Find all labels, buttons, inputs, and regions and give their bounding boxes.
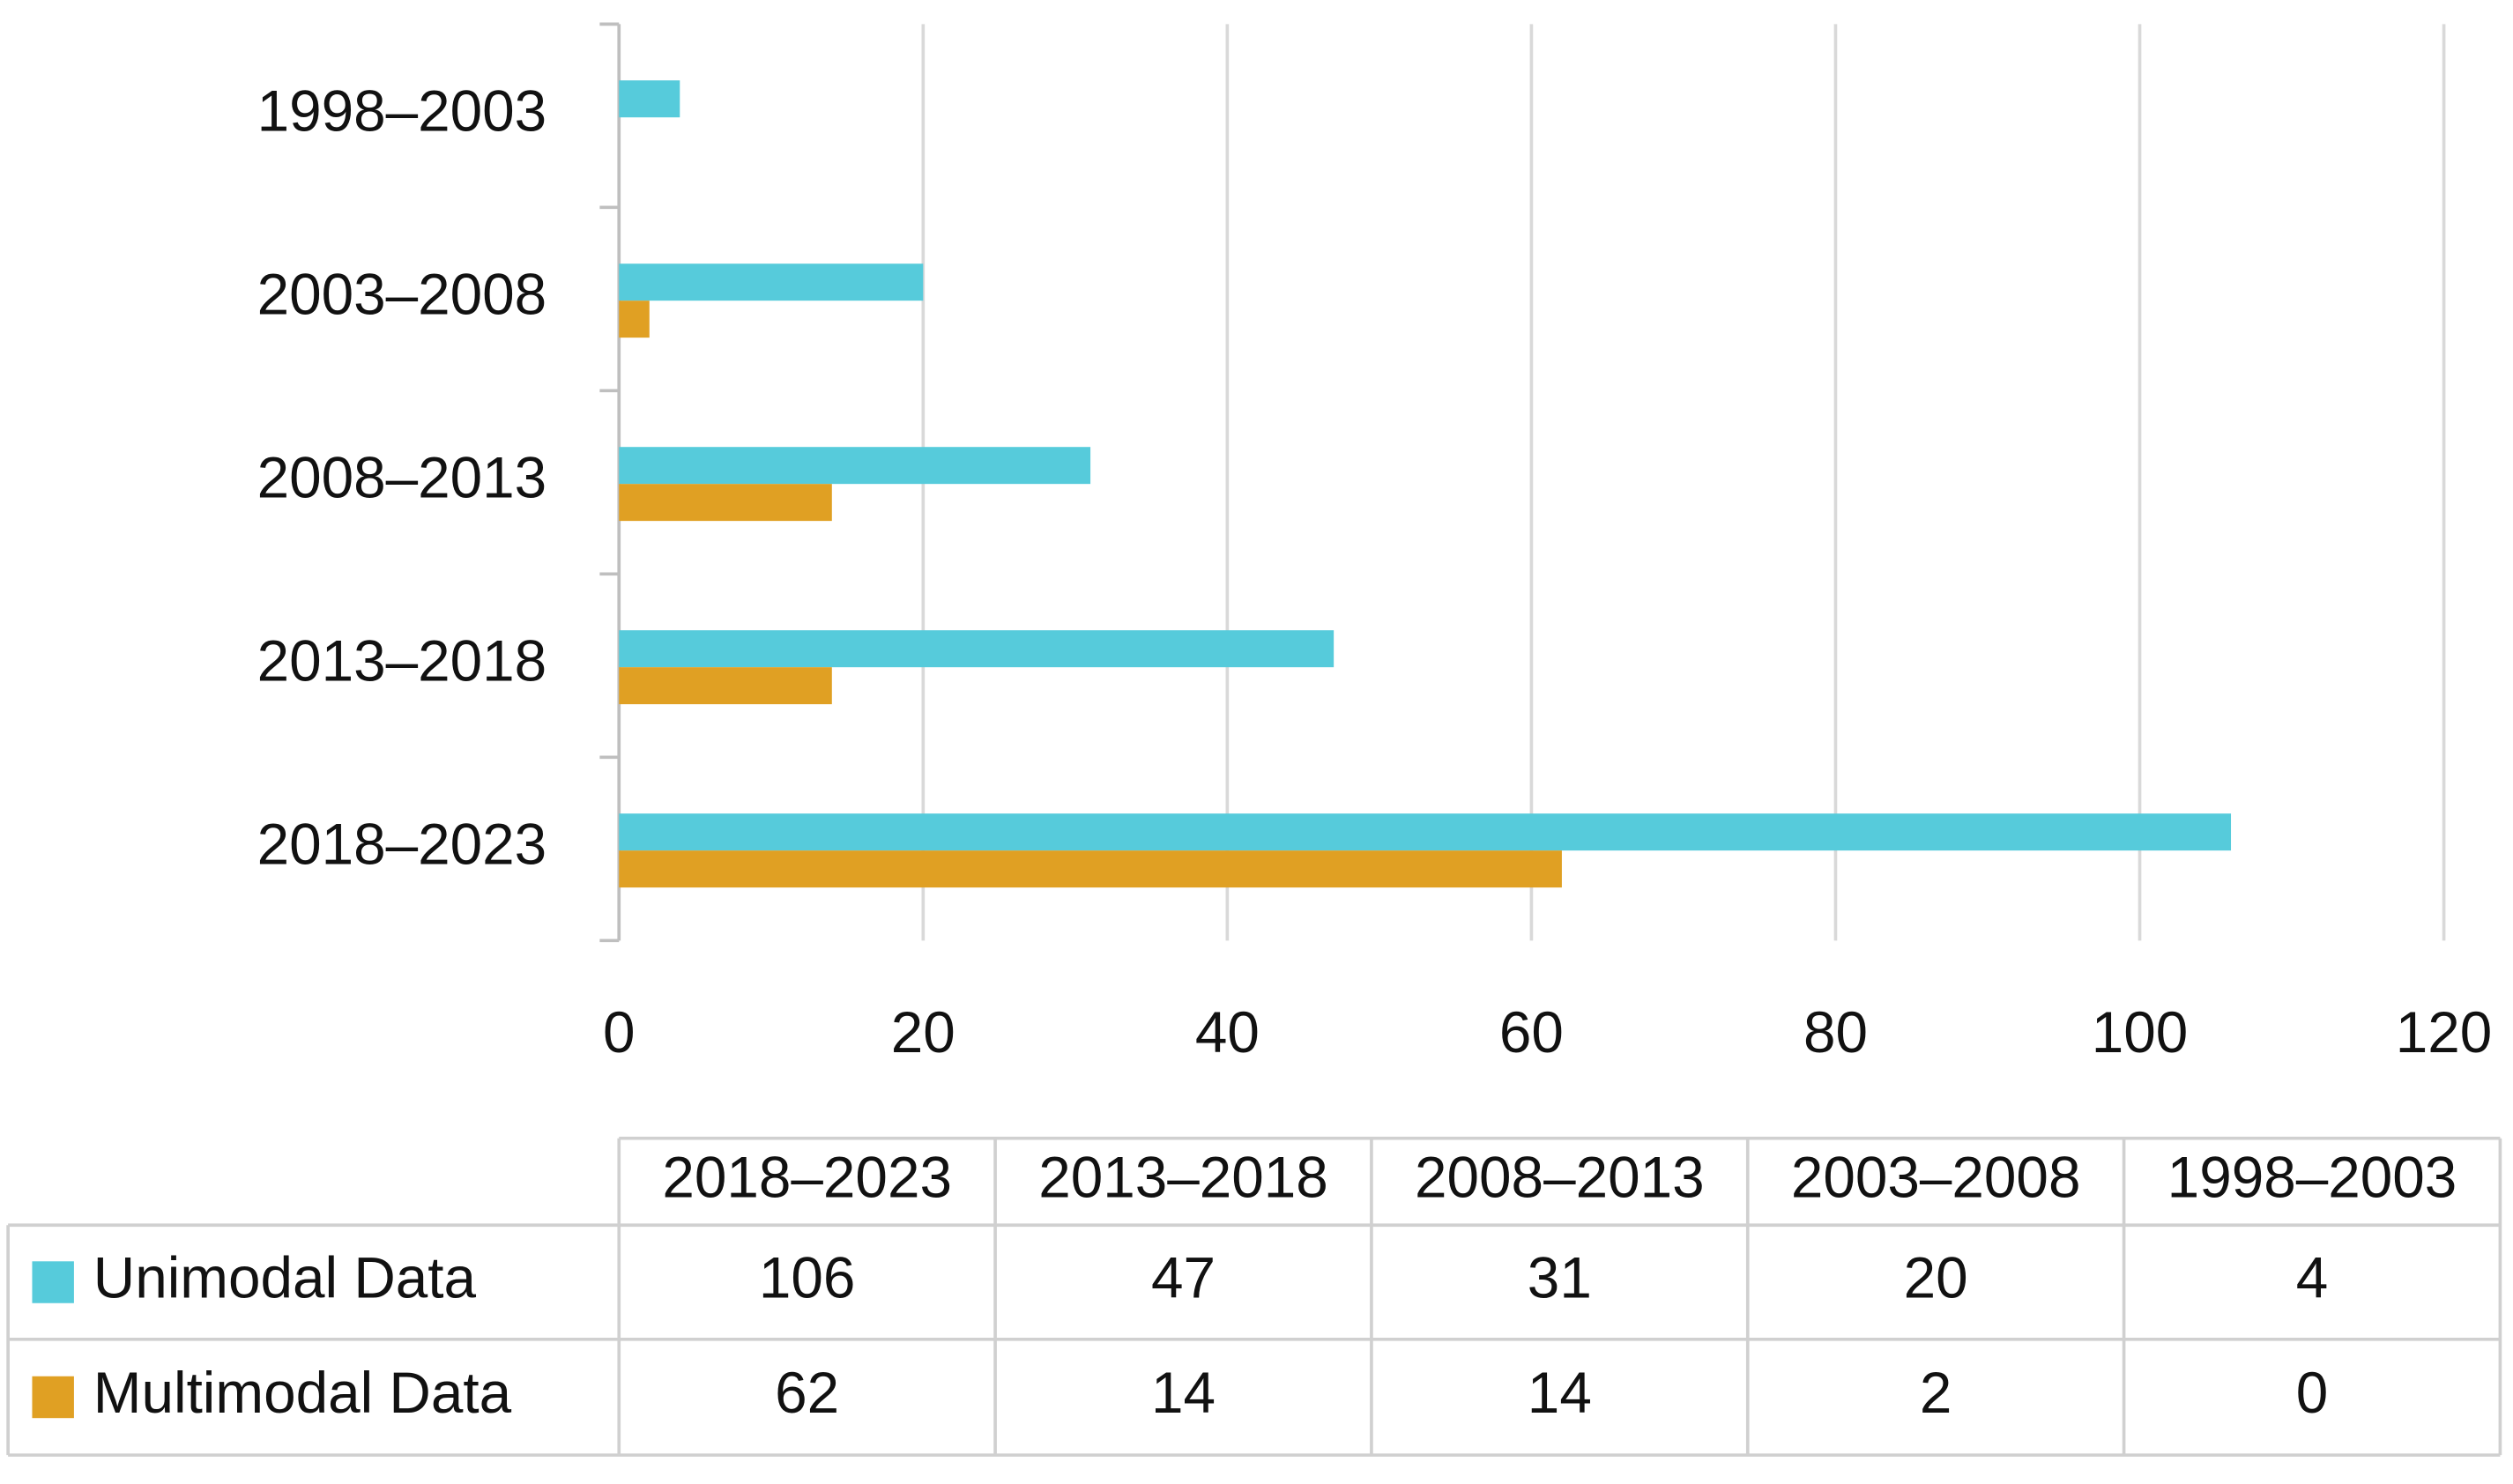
table-value: 62 xyxy=(775,1361,839,1425)
legend-swatch xyxy=(32,1261,74,1303)
table-header: 2013–2018 xyxy=(1038,1145,1328,1209)
y-tick-label: 1998–2003 xyxy=(257,79,547,144)
y-tick-label: 2008–2013 xyxy=(257,446,547,510)
bar xyxy=(619,667,832,705)
table-value: 14 xyxy=(1528,1361,1592,1425)
table-value: 20 xyxy=(1904,1245,1968,1310)
table-value: 47 xyxy=(1151,1245,1216,1310)
x-tick-label: 0 xyxy=(603,1000,636,1065)
y-tick-label: 2013–2018 xyxy=(257,629,547,694)
bar xyxy=(619,263,924,301)
table-header: 2018–2023 xyxy=(662,1145,952,1209)
table-value: 31 xyxy=(1528,1245,1592,1310)
bar xyxy=(619,301,650,338)
table-header: 2008–2013 xyxy=(1415,1145,1705,1209)
legend-label: Multimodal Data xyxy=(93,1361,512,1425)
table-value: 2 xyxy=(1920,1361,1952,1425)
x-tick-label: 20 xyxy=(891,1000,955,1065)
table-value: 106 xyxy=(759,1245,856,1310)
table-value: 4 xyxy=(2296,1245,2329,1310)
x-tick-label: 120 xyxy=(2396,1000,2493,1065)
legend-label: Unimodal Data xyxy=(93,1245,477,1310)
legend-swatch xyxy=(32,1376,74,1419)
table-value: 0 xyxy=(2296,1361,2329,1425)
table-header: 2003–2008 xyxy=(1791,1145,2081,1209)
x-tick-label: 40 xyxy=(1195,1000,1260,1065)
y-tick-label: 2003–2008 xyxy=(257,263,547,327)
table-value: 14 xyxy=(1151,1361,1216,1425)
x-tick-label: 100 xyxy=(2092,1000,2189,1065)
x-tick-label: 80 xyxy=(1803,1000,1868,1065)
x-tick-label: 60 xyxy=(1499,1000,1564,1065)
table-header: 1998–2003 xyxy=(2167,1145,2457,1209)
bar xyxy=(619,630,1335,668)
bar xyxy=(619,484,832,522)
bar xyxy=(619,813,2232,851)
bar xyxy=(619,80,680,118)
y-tick-label: 2018–2023 xyxy=(257,812,547,877)
bar xyxy=(619,850,1562,888)
bar xyxy=(619,447,1091,485)
